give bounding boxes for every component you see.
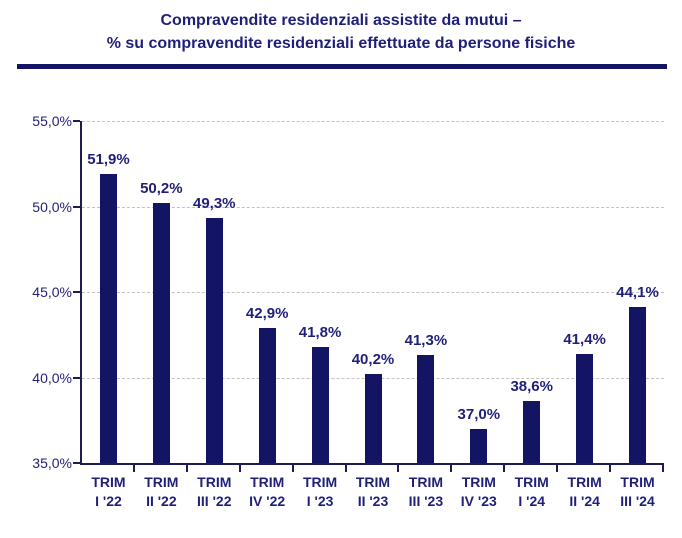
bar (99, 174, 117, 463)
x-axis-tick (556, 465, 559, 472)
x-category-line1: TRIM (144, 474, 179, 490)
bar-value-label: 44,1% (616, 284, 659, 302)
y-axis-label: 35,0% (32, 455, 72, 471)
bar (152, 203, 170, 463)
x-axis-category-label: TRIM I '22 (82, 473, 135, 511)
y-axis-tick (73, 376, 80, 379)
bar-value-label: 40,2% (351, 351, 395, 369)
x-category-line1: TRIM (567, 474, 602, 490)
x-category-line2: IV '22 (249, 493, 286, 509)
bar-value-label: 37,0% (457, 405, 501, 423)
gridline (82, 292, 664, 293)
bar (311, 346, 329, 463)
bar-value-label: 41,4% (563, 330, 606, 348)
x-axis-tick (238, 465, 241, 472)
x-category-line2: I '24 (518, 493, 546, 509)
bar (258, 327, 276, 463)
x-category-line1: TRIM (620, 474, 655, 490)
bar-value-label: 38,6% (510, 378, 553, 396)
x-axis-tick (662, 465, 664, 472)
x-axis-tick (344, 465, 347, 472)
x-axis-category-label: TRIM I '23 (294, 473, 347, 511)
chart-title-line2: % su compravendite residenziali effettua… (106, 35, 576, 52)
bar-value-label: 42,9% (245, 304, 289, 322)
x-category-line1: TRIM (197, 474, 232, 490)
x-category-line2: II '23 (357, 493, 389, 509)
bar (205, 218, 223, 463)
bar (364, 374, 382, 463)
plot-area: 35,0% 40,0% 45,0% 50,0% 55,0% 51,9% TRIM I '22 5… (32, 113, 664, 509)
x-category-line1: TRIM (408, 474, 444, 490)
bar-value-label: 49,3% (192, 195, 236, 213)
y-axis-label: 45,0% (32, 284, 72, 300)
y-axis-tick (73, 120, 80, 122)
x-category-line1: TRIM (355, 474, 391, 490)
x-category-line1: TRIM (91, 474, 126, 490)
bar (523, 401, 541, 463)
bar-value-label: 41,3% (404, 332, 448, 350)
x-axis-tick (185, 465, 188, 472)
bar-value-label: 51,9% (87, 151, 130, 168)
x-category-line2: I '22 (95, 493, 122, 509)
bar (470, 428, 488, 463)
x-category-line2: III '23 (408, 493, 444, 509)
x-category-line1: TRIM (302, 474, 338, 490)
x-category-line2: II '22 (146, 493, 177, 509)
x-axis-tick (132, 465, 135, 472)
y-axis-label: 50,0% (32, 198, 72, 215)
title-divider (17, 64, 667, 69)
y-axis-tick (73, 462, 80, 464)
y-axis-tick (73, 291, 80, 293)
x-category-line2: II '24 (569, 493, 600, 509)
x-axis-category-label: TRIM II '22 (135, 473, 188, 511)
y-axis-tick (73, 205, 80, 208)
x-category-line2: I '23 (306, 493, 334, 509)
x-axis-tick (503, 465, 506, 472)
x-category-line2: III '24 (620, 493, 655, 509)
x-category-line1: TRIM (461, 474, 496, 490)
x-axis-category-label: TRIM III '22 (188, 473, 241, 511)
x-axis-category-label: TRIM III '24 (611, 473, 664, 511)
x-axis-tick (291, 465, 294, 472)
x-axis-category-label: TRIM III '23 (399, 473, 452, 511)
bar-value-label: 50,2% (140, 180, 183, 198)
x-axis-tick (450, 465, 453, 472)
bar (417, 355, 435, 463)
y-axis-label: 55,0% (32, 113, 72, 129)
chart-title-line1: Compravendite residenziali assistite da … (160, 12, 522, 29)
x-axis-tick (609, 465, 612, 472)
y-axis-label: 40,0% (32, 369, 72, 386)
gridline (82, 206, 664, 208)
bar-value-label: 41,8% (298, 323, 342, 341)
x-axis-category-label: TRIM II '24 (558, 473, 611, 511)
x-category-line1: TRIM (514, 474, 549, 490)
x-category-line2: III '22 (197, 493, 232, 509)
x-axis-category-label: TRIM I '24 (505, 473, 558, 511)
x-axis-category-label: TRIM IV '23 (452, 473, 505, 511)
x-category-line1: TRIM (250, 474, 285, 490)
bar (629, 307, 647, 463)
bar (576, 353, 594, 463)
chart-title: Compravendite residenziali assistite da … (0, 9, 682, 55)
x-axis-category-label: TRIM IV '22 (241, 473, 294, 511)
gridline (82, 121, 664, 122)
x-axis-category-label: TRIM II '23 (347, 473, 400, 511)
x-axis-tick (397, 465, 400, 472)
x-category-line2: IV '23 (460, 493, 497, 509)
